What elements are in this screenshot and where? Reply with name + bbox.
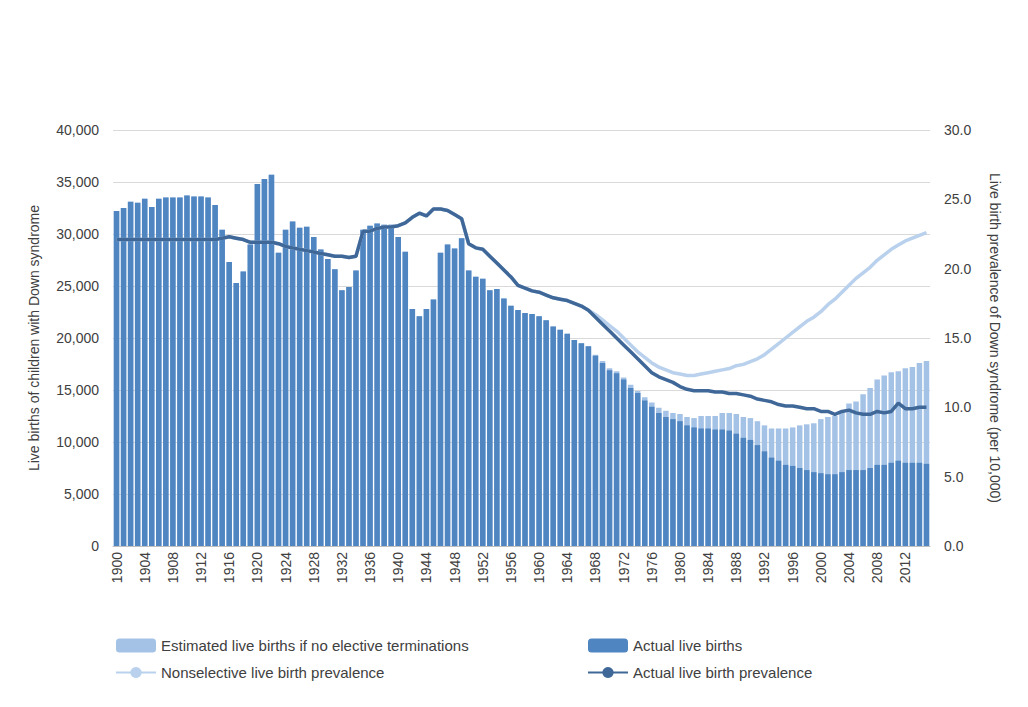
- svg-text:1968: 1968: [587, 552, 603, 583]
- svg-text:1920: 1920: [249, 552, 265, 583]
- svg-text:1916: 1916: [221, 552, 237, 583]
- svg-text:30.0: 30.0: [944, 122, 971, 138]
- svg-text:5.0: 5.0: [944, 469, 964, 485]
- svg-text:1996: 1996: [785, 552, 801, 583]
- svg-text:10,000: 10,000: [56, 434, 99, 450]
- svg-text:1900: 1900: [109, 552, 125, 583]
- svg-text:1960: 1960: [531, 552, 547, 583]
- svg-text:Live births of children with D: Live births of children with Down syndro…: [26, 205, 42, 471]
- svg-text:15,000: 15,000: [56, 382, 99, 398]
- svg-text:Live birth prevalence of Down: Live birth prevalence of Down syndrome (…: [987, 173, 1003, 503]
- svg-text:1912: 1912: [193, 552, 209, 583]
- svg-text:1988: 1988: [728, 552, 744, 583]
- svg-text:2000: 2000: [813, 552, 829, 583]
- svg-text:1956: 1956: [503, 552, 519, 583]
- svg-text:1944: 1944: [418, 552, 434, 583]
- svg-text:1976: 1976: [644, 552, 660, 583]
- svg-text:Estimated live births if no el: Estimated live births if no elective ter…: [161, 637, 469, 654]
- svg-text:1940: 1940: [390, 552, 406, 583]
- svg-text:40,000: 40,000: [56, 122, 99, 138]
- svg-text:1928: 1928: [306, 552, 322, 583]
- svg-text:20,000: 20,000: [56, 330, 99, 346]
- svg-text:25.0: 25.0: [944, 191, 971, 207]
- svg-text:0.0: 0.0: [944, 538, 964, 554]
- svg-text:20.0: 20.0: [944, 261, 971, 277]
- svg-text:30,000: 30,000: [56, 226, 99, 242]
- svg-text:1952: 1952: [475, 552, 491, 583]
- svg-text:2008: 2008: [869, 552, 885, 583]
- svg-text:Actual live births: Actual live births: [633, 637, 742, 654]
- svg-text:25,000: 25,000: [56, 278, 99, 294]
- svg-text:1984: 1984: [700, 552, 716, 583]
- svg-text:1980: 1980: [672, 552, 688, 583]
- svg-text:1924: 1924: [278, 552, 294, 583]
- svg-text:10.0: 10.0: [944, 399, 971, 415]
- svg-text:2012: 2012: [897, 552, 913, 583]
- svg-text:1948: 1948: [447, 552, 463, 583]
- svg-text:1992: 1992: [756, 552, 772, 583]
- svg-text:35,000: 35,000: [56, 174, 99, 190]
- svg-text:2004: 2004: [841, 552, 857, 583]
- svg-text:1908: 1908: [165, 552, 181, 583]
- svg-text:Actual live birth prevalence: Actual live birth prevalence: [633, 664, 812, 681]
- svg-text:1964: 1964: [559, 552, 575, 583]
- svg-text:1936: 1936: [362, 552, 378, 583]
- svg-text:5,000: 5,000: [64, 486, 99, 502]
- svg-text:1904: 1904: [137, 552, 153, 583]
- svg-text:15.0: 15.0: [944, 330, 971, 346]
- svg-text:Nonselective live birth preval: Nonselective live birth prevalence: [161, 664, 384, 681]
- svg-text:1932: 1932: [334, 552, 350, 583]
- svg-text:1972: 1972: [616, 552, 632, 583]
- svg-text:0: 0: [91, 538, 99, 554]
